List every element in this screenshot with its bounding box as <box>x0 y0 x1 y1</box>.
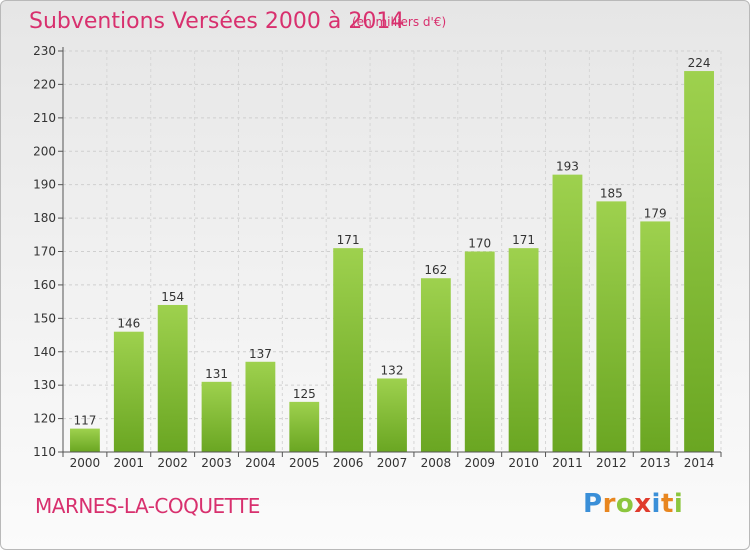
bar-value-label: 132 <box>381 363 404 377</box>
bar-value-label: 171 <box>337 233 360 247</box>
bar <box>201 381 232 452</box>
y-tick-label: 160 <box>33 278 56 292</box>
x-tick-label: 2011 <box>552 456 583 470</box>
bar-value-label: 131 <box>205 367 228 381</box>
bar <box>157 304 188 452</box>
axes: 110 120 130 140 150 160 170 180 190 200 210 220 230 2… <box>33 44 722 470</box>
bar-value-label: 137 <box>249 347 272 361</box>
x-tick-label: 2009 <box>464 456 495 470</box>
bar <box>596 201 627 452</box>
bar <box>420 278 451 452</box>
logo-letter: r <box>602 489 616 519</box>
y-tick-label: 130 <box>33 378 56 392</box>
bar <box>70 428 100 452</box>
bar-value-label: 171 <box>512 233 535 247</box>
bar <box>464 251 495 452</box>
bar-value-label: 154 <box>161 290 184 304</box>
x-tick-label: 2008 <box>421 456 452 470</box>
bar <box>245 361 276 452</box>
y-tick-label: 170 <box>33 245 56 259</box>
x-tick-label: 2013 <box>640 456 671 470</box>
logo-letter: o <box>615 489 635 519</box>
bars: 117 146 154 131 137 125 171 132 162 170 171 193 185 1… <box>70 56 714 453</box>
bar <box>113 331 144 452</box>
bar <box>377 378 407 452</box>
x-tick-label: 2000 <box>70 456 101 470</box>
bar-value-label: 185 <box>600 186 623 200</box>
bar-value-label: 146 <box>117 317 140 331</box>
y-tick-label: 190 <box>33 178 56 192</box>
proxiti-logo: Proxiti <box>583 489 683 519</box>
x-tick-label: 2006 <box>333 456 364 470</box>
bar <box>684 71 714 453</box>
bar-value-label: 179 <box>644 206 667 220</box>
bar-value-label: 193 <box>556 160 579 174</box>
y-tick-label: 220 <box>33 77 56 91</box>
y-tick-label: 230 <box>33 44 56 58</box>
logo-letter: P <box>583 489 603 519</box>
bar <box>289 401 320 452</box>
logo-letter: i <box>651 489 661 519</box>
logo-letter: x <box>634 489 652 519</box>
x-tick-label: 2012 <box>596 456 627 470</box>
bar-value-label: 125 <box>293 387 316 401</box>
x-tick-label: 2005 <box>289 456 320 470</box>
x-tick-label: 2001 <box>114 456 145 470</box>
x-tick-label: 2004 <box>245 456 276 470</box>
y-tick-label: 150 <box>33 311 56 325</box>
bar-value-label: 170 <box>468 237 491 251</box>
bar <box>508 248 539 452</box>
logo-letter: t <box>660 489 674 519</box>
bar <box>640 221 671 452</box>
logo-letter: i <box>673 489 684 519</box>
y-tick-label: 110 <box>33 445 56 459</box>
y-tick-label: 200 <box>33 144 56 158</box>
bar-value-label: 117 <box>73 414 96 428</box>
bar <box>552 174 583 452</box>
x-tick-label: 2010 <box>508 456 539 470</box>
chart-title: Subventions Versées 2000 à 2014 <box>29 9 405 34</box>
bar <box>333 248 364 452</box>
y-tick-label: 210 <box>33 111 56 125</box>
commune-name: MARNES-LA-COQUETTE <box>35 494 260 518</box>
chart-subtitle: (en milliers d'€) <box>352 15 447 29</box>
y-tick-label: 180 <box>33 211 56 225</box>
y-tick-label: 140 <box>33 345 56 359</box>
bar-value-label: 224 <box>688 56 711 70</box>
y-tick-label: 120 <box>33 412 56 426</box>
x-tick-label: 2003 <box>201 456 232 470</box>
x-tick-label: 2007 <box>377 456 408 470</box>
x-tick-label: 2002 <box>157 456 188 470</box>
bar-value-label: 162 <box>424 263 447 277</box>
x-tick-label: 2014 <box>684 456 715 470</box>
